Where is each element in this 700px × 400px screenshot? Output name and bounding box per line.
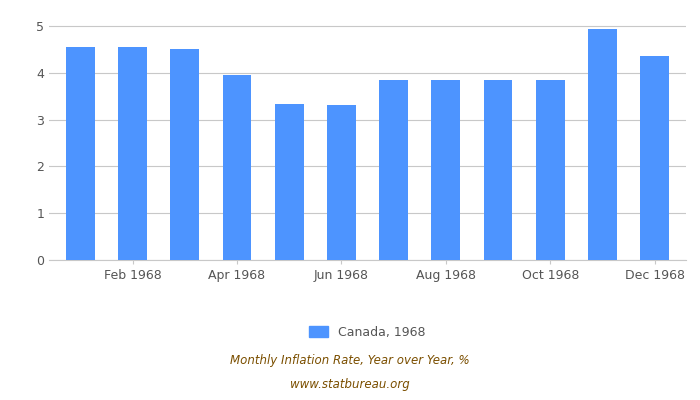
Bar: [66, 47, 94, 260]
Bar: [118, 47, 147, 260]
Text: www.statbureau.org: www.statbureau.org: [290, 378, 410, 391]
Bar: [275, 104, 304, 260]
Bar: [484, 80, 512, 260]
Bar: [379, 80, 408, 260]
Legend: Canada, 1968: Canada, 1968: [304, 321, 430, 344]
Bar: [223, 75, 251, 260]
Bar: [431, 80, 460, 260]
Text: Monthly Inflation Rate, Year over Year, %: Monthly Inflation Rate, Year over Year, …: [230, 354, 470, 367]
Bar: [588, 29, 617, 260]
Bar: [640, 56, 669, 260]
Bar: [170, 50, 199, 260]
Bar: [327, 105, 356, 260]
Bar: [536, 80, 565, 260]
